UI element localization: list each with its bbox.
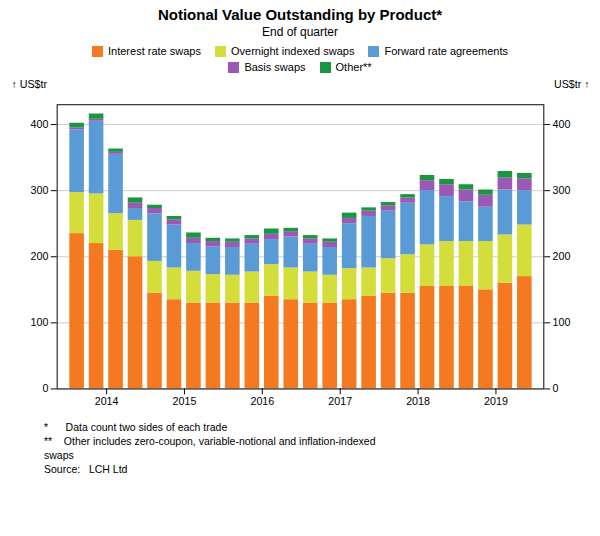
html-text:Source: LCH Ltd: Source: LCH Ltd <box>44 462 128 475</box>
svg-text:2015: 2015 <box>173 395 197 407</box>
html-text:Interest rate swaps: Interest rate swaps <box>108 45 201 57</box>
svg-text:2018: 2018 <box>406 395 430 407</box>
svg-text:300: 300 <box>31 184 49 196</box>
html-text:End of quarter: End of quarter <box>262 25 338 39</box>
html-text:* Data count two sides of each: * Data count two sides of each trade <box>44 420 228 433</box>
html-text:** Other includes zero-coupon,: ** Other includes zero-coupon, variable-… <box>44 434 376 447</box>
svg-text:200: 200 <box>31 250 49 262</box>
html-text:Basis swaps: Basis swaps <box>244 61 306 73</box>
svg-text:400: 400 <box>553 118 571 130</box>
svg-text:0: 0 <box>42 382 48 394</box>
svg-text:100: 100 <box>553 316 571 328</box>
svg-text:0: 0 <box>553 382 559 394</box>
html-text:Other**: Other** <box>335 61 372 73</box>
svg-text:2016: 2016 <box>250 395 274 407</box>
svg-text:2019: 2019 <box>484 395 508 407</box>
svg-text:400: 400 <box>31 118 49 130</box>
svg-text:2014: 2014 <box>95 395 119 407</box>
html-text:Notional Value Outstanding by: Notional Value Outstanding by Product* <box>157 6 443 23</box>
svg-text:100: 100 <box>31 316 49 328</box>
svg-text:200: 200 <box>553 250 571 262</box>
svg-text:300: 300 <box>553 184 571 196</box>
svg-text:↑ US$tr: ↑ US$tr <box>11 78 47 90</box>
html-text:swaps: swaps <box>44 448 74 461</box>
html-text:Overnight indexed swaps: Overnight indexed swaps <box>231 45 355 57</box>
svg-text:2017: 2017 <box>328 395 352 407</box>
html-text:Forward rate agreements: Forward rate agreements <box>384 45 508 57</box>
svg-text:US$tr ↑: US$tr ↑ <box>554 78 590 90</box>
